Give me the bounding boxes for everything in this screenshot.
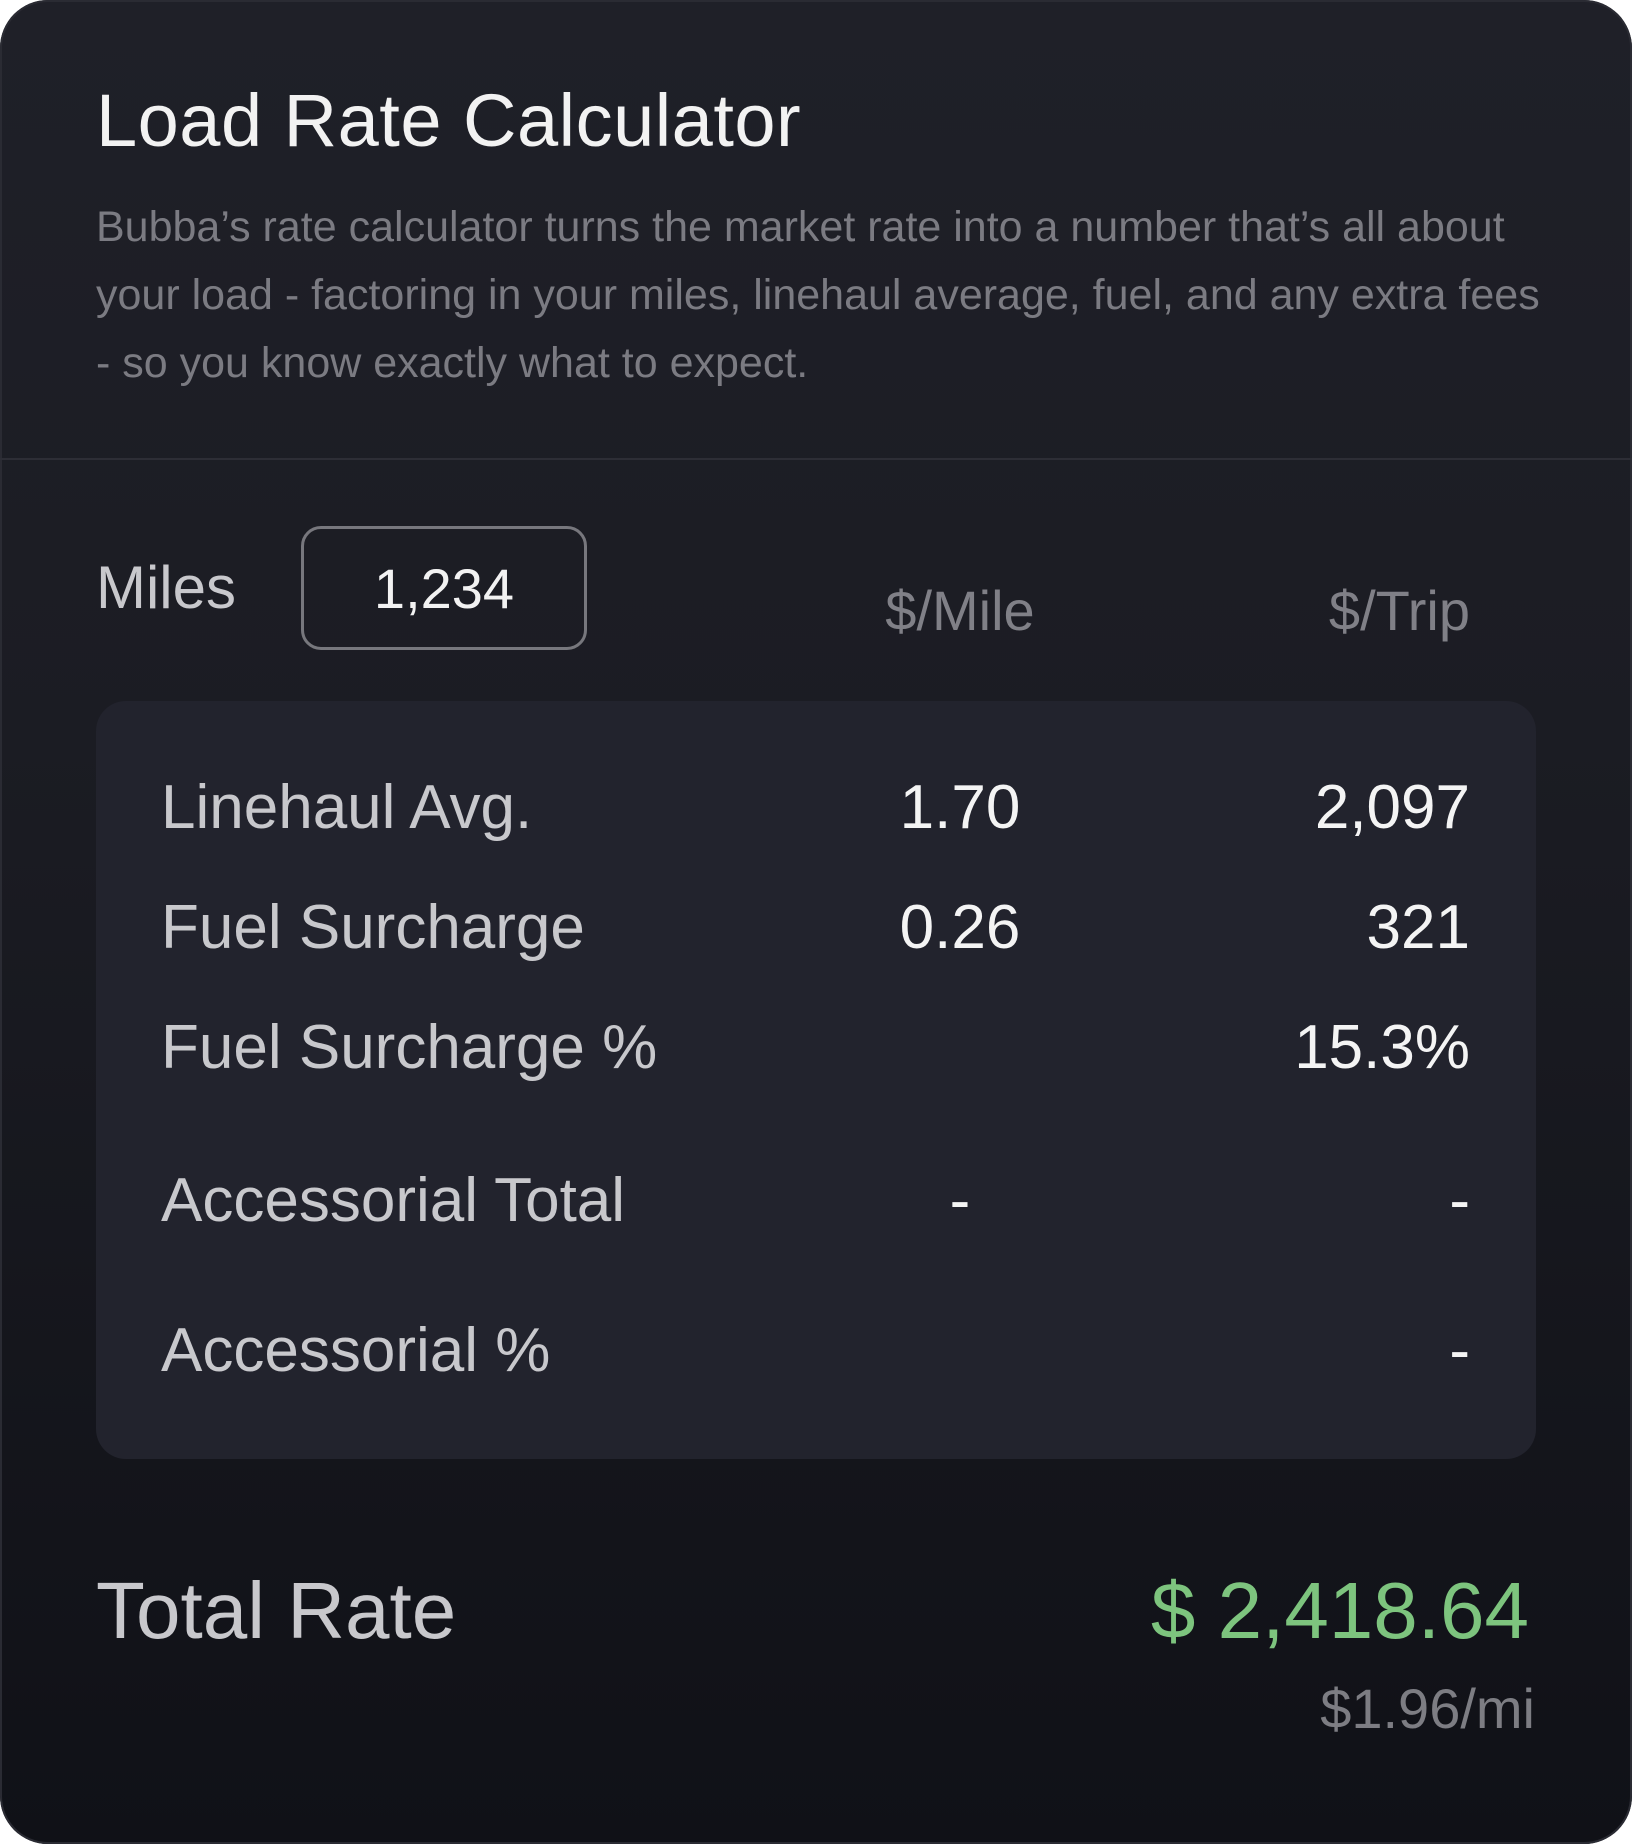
breakdown-panel bbox=[96, 701, 1536, 1459]
per-mile-value: 0.26 bbox=[899, 893, 1021, 962]
total-per-mile: $1.96/mi bbox=[1320, 1677, 1535, 1740]
miles-input[interactable] bbox=[301, 526, 587, 650]
row-label: Fuel Surcharge % bbox=[161, 1013, 658, 1082]
row-label: Accessorial % bbox=[161, 1316, 551, 1385]
total-rate-value: $ 2,418.64 bbox=[1150, 1566, 1529, 1655]
per-trip-value: 15.3% bbox=[1294, 1013, 1470, 1082]
per-mile-value: 1.70 bbox=[899, 773, 1021, 842]
total-rate-label: Total Rate bbox=[96, 1566, 457, 1655]
column-header-per-trip: $/Trip bbox=[1328, 579, 1470, 642]
divider bbox=[0, 458, 1632, 460]
per-trip-value: 321 bbox=[1366, 893, 1470, 962]
per-trip-value: - bbox=[1449, 1316, 1470, 1385]
column-header-per-mile: $/Mile bbox=[885, 579, 1035, 642]
row-label: Accessorial Total bbox=[161, 1166, 626, 1235]
per-mile-value: - bbox=[949, 1166, 971, 1235]
description: Bubba’s rate calculator turns the market… bbox=[96, 203, 1540, 387]
page-title: Load Rate Calculator bbox=[96, 79, 802, 162]
per-trip-value: - bbox=[1449, 1166, 1470, 1235]
row-label: Linehaul Avg. bbox=[161, 773, 533, 842]
per-trip-value: 2,097 bbox=[1314, 773, 1470, 842]
row-label: Fuel Surcharge bbox=[161, 893, 585, 962]
miles-label: Miles bbox=[96, 554, 237, 621]
